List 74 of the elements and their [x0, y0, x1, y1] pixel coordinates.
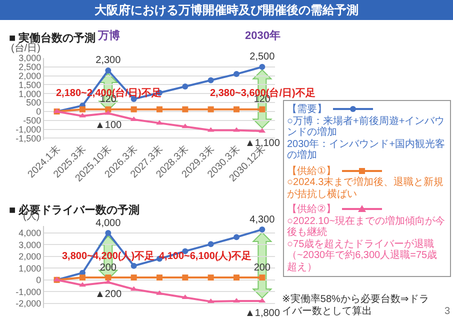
y-tick-label: 1,000: [18, 263, 42, 274]
annotation: ▲200: [95, 289, 122, 300]
point: [208, 77, 214, 84]
y-tick-label: 3,000: [18, 240, 42, 250]
point: [259, 226, 266, 233]
point: [182, 106, 188, 112]
y-tick-label: -1,000: [16, 124, 42, 134]
y-tick-label: 0: [36, 275, 42, 286]
y-tick-label: 1,000: [18, 88, 42, 99]
point: [233, 298, 240, 302]
text: ○2024.3末まで増加後、退職と新規が拮抗し横ばい: [287, 177, 445, 200]
text: ※実働率58%から必要台数⇒ドライバー数として算出: [282, 294, 430, 318]
y-tick-label: 1,500: [18, 80, 42, 90]
legend-label: 【供給②】: [287, 204, 336, 215]
y-axis-title: (台/日): [11, 42, 40, 54]
text: 2030年：インバウンド+国内観光客の増加: [287, 138, 446, 162]
point: [208, 106, 214, 112]
point: [130, 262, 137, 269]
point: [156, 120, 163, 125]
point: [259, 274, 266, 281]
annotation: ▲100: [95, 120, 122, 131]
point: [182, 84, 188, 90]
point: [79, 112, 86, 118]
text: ○万博：来場者+前後周遊+インバウンドの増加: [287, 116, 446, 138]
text: 2030年: [245, 29, 280, 42]
annotation: ▲1,800: [245, 308, 280, 319]
chart-title: 大阪府における万博開催時及び開催後の需給予測: [0, 0, 453, 20]
point: [234, 106, 240, 112]
point: [156, 274, 162, 281]
data-label: 4,300: [250, 214, 276, 226]
data-label: 4,000: [96, 218, 122, 229]
point: [105, 274, 112, 281]
point: [233, 127, 240, 132]
y-tick-label: 2,500: [18, 62, 42, 72]
y-tick-label: -500: [23, 116, 42, 126]
point: [208, 274, 214, 281]
legend-label: 【供給①】: [287, 166, 336, 176]
point: [105, 230, 112, 236]
y-tick-label: 500: [26, 98, 42, 108]
text: ○2022.10~現在までの増加傾向が今後も継続: [287, 216, 446, 238]
data-label: 2,500: [250, 52, 276, 63]
text: （~2030年で約6,300人退職=75歳超え）: [287, 250, 438, 273]
point: [105, 67, 112, 74]
legend-label: 【需要】: [287, 104, 327, 115]
point: [80, 274, 86, 281]
y-tick-label: 4,000: [18, 228, 42, 238]
y-tick-label: -1,000: [16, 286, 42, 297]
point: [130, 274, 137, 281]
data-label: 200: [100, 262, 117, 274]
point: [234, 71, 240, 78]
point: [234, 274, 240, 281]
text: 万博: [97, 29, 120, 42]
y-tick-label: 2,000: [18, 70, 42, 81]
data-label: 2,300: [96, 55, 122, 66]
y-tick-label: 3,000: [18, 53, 42, 64]
point: [156, 290, 163, 295]
point: [208, 241, 214, 248]
y-tick-label: -1,500: [16, 133, 42, 144]
point: [80, 106, 86, 112]
point: [156, 106, 162, 112]
data-label: 200: [254, 262, 271, 274]
point: [182, 274, 188, 281]
annotation: ▲1,100: [245, 138, 280, 149]
point: [79, 282, 86, 287]
y-tick-label: 0: [36, 106, 42, 117]
text: ○75歳を超えたドライバーが退職: [287, 238, 436, 250]
point: [259, 106, 266, 112]
point: [234, 234, 240, 240]
text: 3: [443, 306, 450, 318]
y-tick-label: 2,000: [18, 252, 42, 262]
y-tick-label: -2,000: [16, 298, 42, 308]
chart-subtitle: ■ 実働台数の予測: [9, 32, 96, 45]
point: [130, 106, 137, 112]
point: [259, 64, 266, 70]
